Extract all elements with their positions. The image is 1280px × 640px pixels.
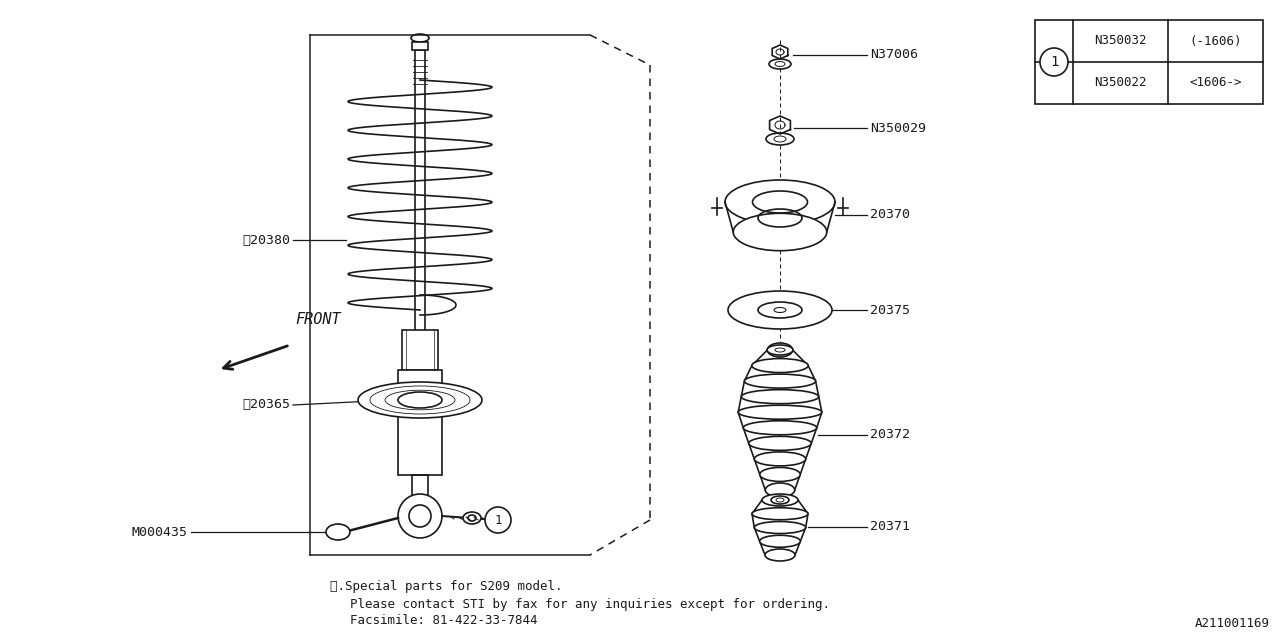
Ellipse shape [326, 524, 349, 540]
Text: ※20380: ※20380 [242, 234, 291, 246]
Bar [1036, 20, 1263, 104]
Text: 20371: 20371 [870, 520, 910, 534]
Ellipse shape [762, 494, 797, 506]
Text: 1: 1 [494, 513, 502, 527]
Text: 1: 1 [1050, 55, 1059, 69]
Text: N350032: N350032 [1094, 35, 1147, 47]
Ellipse shape [760, 467, 800, 481]
Ellipse shape [739, 405, 822, 419]
Ellipse shape [753, 508, 808, 520]
Ellipse shape [728, 291, 832, 329]
Text: <1606->: <1606-> [1189, 77, 1242, 90]
Circle shape [485, 507, 511, 533]
Ellipse shape [733, 213, 827, 251]
Text: ※.Special parts for S209 model.: ※.Special parts for S209 model. [330, 580, 562, 593]
Text: N350029: N350029 [870, 122, 925, 134]
Ellipse shape [765, 549, 795, 561]
Ellipse shape [724, 180, 835, 224]
Text: 20370: 20370 [870, 209, 910, 221]
Bar [402, 330, 438, 370]
Ellipse shape [768, 343, 792, 357]
Ellipse shape [744, 420, 817, 435]
Text: (-1606): (-1606) [1189, 35, 1242, 47]
Ellipse shape [398, 494, 442, 538]
Text: N37006: N37006 [870, 49, 918, 61]
Text: ※20365: ※20365 [242, 399, 291, 412]
Text: 20372: 20372 [870, 429, 910, 442]
Ellipse shape [769, 59, 791, 69]
Ellipse shape [751, 358, 808, 372]
Ellipse shape [749, 436, 812, 451]
Polygon shape [412, 42, 428, 50]
Bar [398, 370, 442, 475]
Ellipse shape [754, 522, 805, 534]
Ellipse shape [463, 512, 481, 524]
Text: A211001169: A211001169 [1196, 617, 1270, 630]
Ellipse shape [765, 483, 795, 497]
Ellipse shape [771, 496, 788, 504]
Text: M000435: M000435 [132, 525, 188, 538]
Ellipse shape [759, 535, 800, 547]
Circle shape [1039, 48, 1068, 76]
Ellipse shape [358, 382, 483, 418]
Ellipse shape [745, 374, 815, 388]
Text: Facsimile: 81-422-33-7844: Facsimile: 81-422-33-7844 [349, 614, 538, 627]
Ellipse shape [741, 390, 819, 404]
Ellipse shape [765, 133, 794, 145]
Text: N350022: N350022 [1094, 77, 1147, 90]
Ellipse shape [754, 452, 805, 466]
Ellipse shape [767, 345, 794, 355]
Text: Please contact STI by fax for any inquiries except for ordering.: Please contact STI by fax for any inquir… [349, 598, 829, 611]
Text: 20375: 20375 [870, 303, 910, 317]
Text: FRONT: FRONT [294, 312, 340, 327]
